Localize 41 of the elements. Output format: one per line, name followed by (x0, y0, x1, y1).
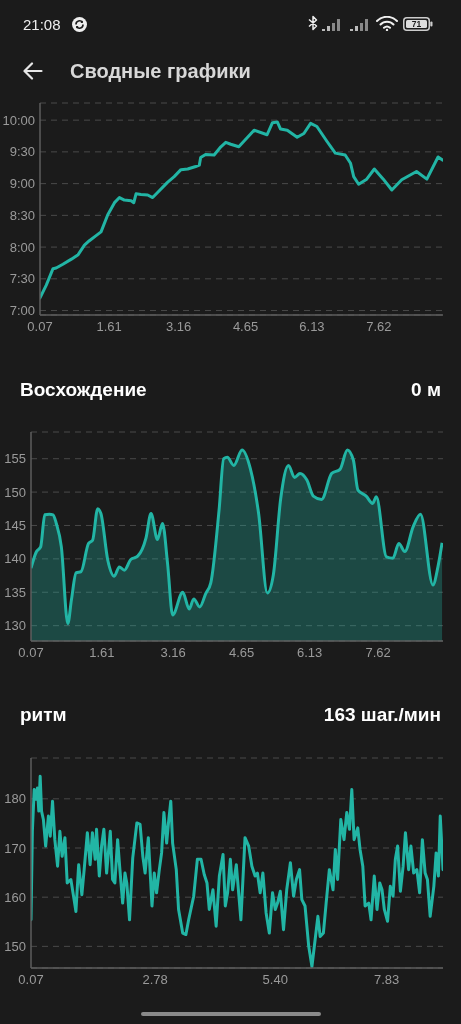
y-tick-label: 8:00 (9, 239, 35, 255)
battery-icon: 71 (403, 17, 433, 31)
x-tick-label: 5.40 (262, 972, 288, 988)
x-tick-label: 6.13 (299, 319, 325, 335)
chart-subtitle: 163 шаг./мин (323, 703, 441, 727)
x-tick-label: 0.07 (18, 645, 44, 661)
chart-title: Сводные графики (70, 59, 251, 84)
y-tick-label: 170 (4, 840, 26, 856)
y-tick-label: 180 (4, 791, 26, 807)
line-series (40, 120, 443, 300)
x-tick-label: 2.78 (142, 972, 168, 988)
x-tick-label: 1.61 (89, 645, 115, 661)
chart-title: ритм (20, 703, 67, 727)
y-tick-label: 8:30 (9, 207, 35, 223)
x-tick-label: 3.16 (160, 645, 186, 661)
y-tick-label: 10:00 (2, 112, 35, 128)
x-tick-label: 0.07 (18, 972, 44, 988)
y-tick-label: 130 (4, 618, 26, 634)
x-tick-label: 6.13 (297, 645, 323, 661)
chart-title: Восхождение (20, 378, 147, 402)
x-tick-label: 4.65 (232, 319, 259, 335)
y-tick-label: 160 (4, 889, 26, 905)
y-tick-label: 9:00 (9, 176, 35, 192)
x-tick-label: 0.07 (27, 319, 53, 335)
y-tick-label: 155 (4, 451, 26, 467)
y-tick-label: 150 (4, 938, 26, 954)
text: 21:08 (23, 16, 61, 34)
y-tick-label: 9:30 (9, 144, 35, 160)
x-tick-label: 7.62 (365, 645, 391, 661)
x-tick-label: 7.83 (373, 972, 400, 988)
x-tick-label: 3.16 (166, 319, 192, 335)
x-tick-label: 1.61 (96, 319, 122, 335)
y-tick-label: 140 (4, 551, 26, 567)
x-tick-label: 4.65 (228, 645, 255, 661)
x-tick-label: 7.62 (366, 319, 392, 335)
y-tick-label: 145 (4, 518, 26, 534)
y-tick-label: 135 (4, 584, 26, 600)
y-tick-label: 7:00 (9, 303, 35, 319)
y-tick-label: 150 (4, 484, 26, 500)
chart-subtitle: 0 м (411, 378, 441, 402)
y-tick-label: 7:30 (9, 271, 35, 287)
